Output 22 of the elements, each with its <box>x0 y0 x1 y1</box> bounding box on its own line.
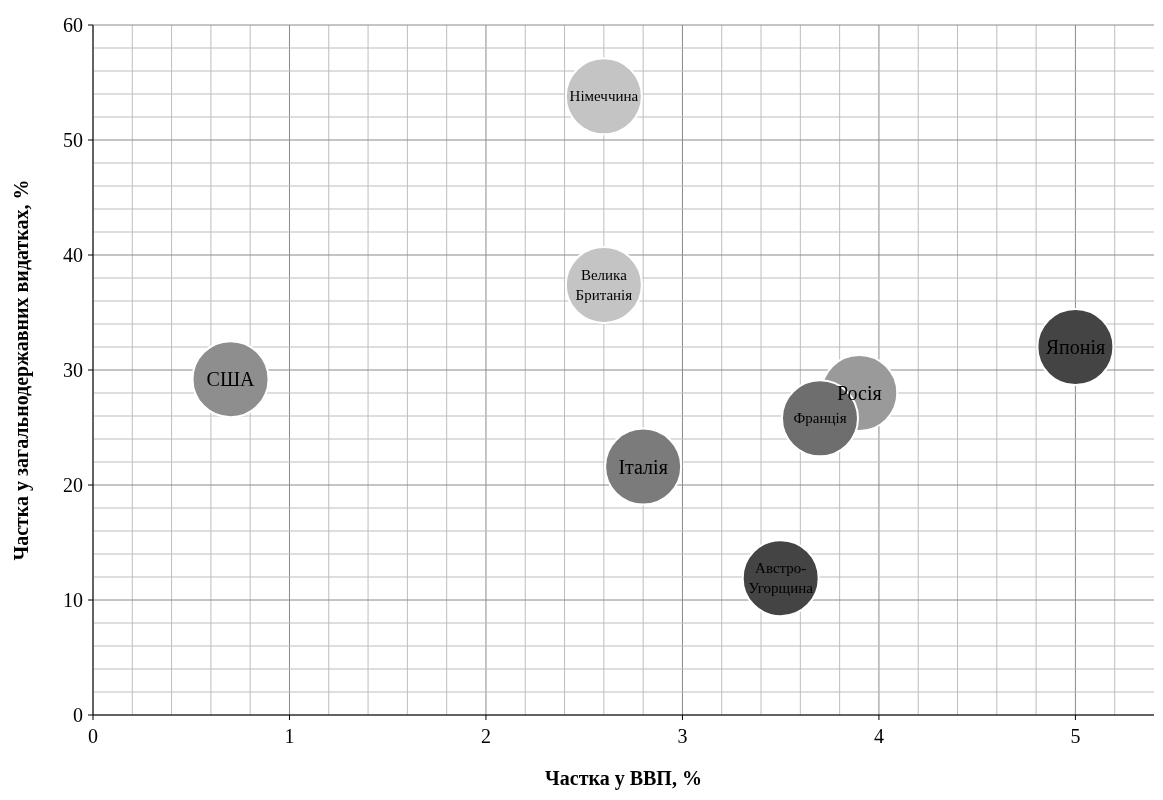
x-tick-label: 0 <box>88 725 98 747</box>
series-label: Японія <box>1045 336 1106 358</box>
x-tick-label: 2 <box>480 725 491 747</box>
y-tick-label: 30 <box>63 359 83 381</box>
series-label: Австро-Угорщина <box>748 560 814 596</box>
series-label: Франція <box>793 410 847 427</box>
x-tick-label: 3 <box>677 725 688 747</box>
y-tick-label: 10 <box>63 589 83 611</box>
series-label: Італія <box>618 455 668 478</box>
y-tick-label: 60 <box>63 14 83 36</box>
x-tick-label: 5 <box>1070 725 1081 747</box>
x-tick-label: 4 <box>873 725 884 747</box>
series-label: Німеччина <box>569 88 639 105</box>
y-tick-label: 50 <box>63 129 83 151</box>
x-tick-label: 1 <box>284 725 295 747</box>
series-label: Велика Британія <box>575 267 633 303</box>
y-tick-label: 40 <box>63 244 83 266</box>
y-tick-label: 20 <box>63 474 83 496</box>
y-axis-title: Частка у загальнодержавних видатках, % <box>10 179 33 561</box>
series-label: США <box>206 368 256 391</box>
x-axis-title: Частка у ВВП, % <box>545 767 702 790</box>
y-tick-label: 0 <box>73 704 83 726</box>
